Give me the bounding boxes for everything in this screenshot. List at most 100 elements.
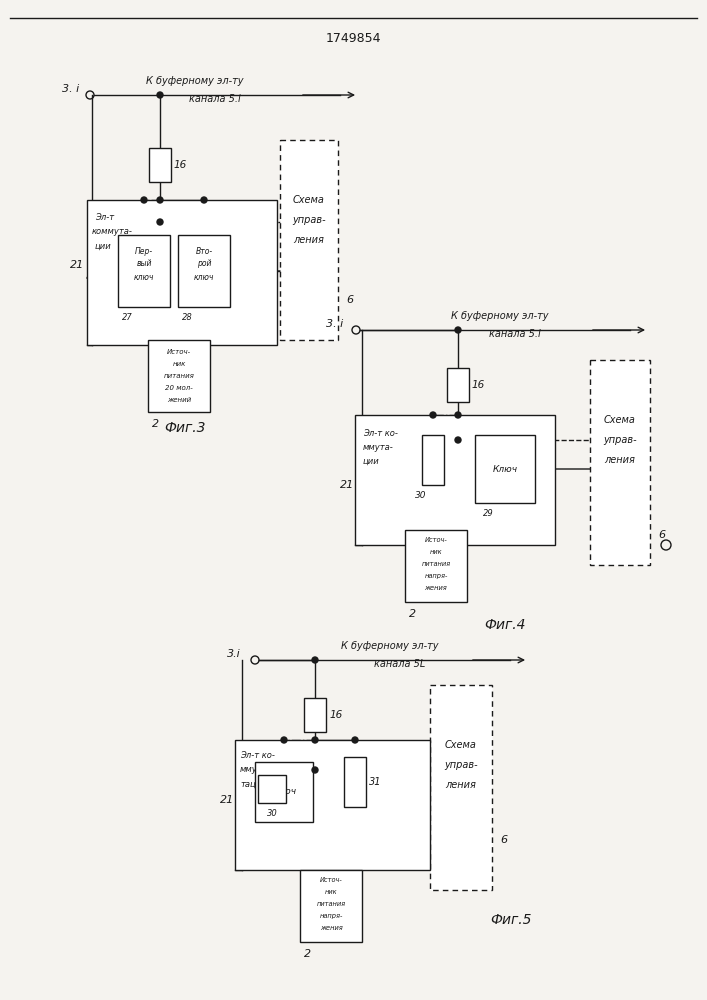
Text: питания: питания <box>317 901 346 907</box>
Bar <box>405 530 467 602</box>
Text: питания: питания <box>163 373 194 379</box>
Text: 2: 2 <box>304 949 311 959</box>
Circle shape <box>430 412 436 418</box>
Text: напря-: напря- <box>424 573 448 579</box>
Text: Ключ: Ключ <box>493 464 518 474</box>
Text: Источ-: Источ- <box>167 349 191 355</box>
Text: Источ-: Источ- <box>425 537 448 543</box>
Text: 31: 31 <box>369 777 382 787</box>
Text: жений: жений <box>167 397 191 403</box>
Text: Схема: Схема <box>293 195 325 205</box>
Text: 30: 30 <box>415 490 426 499</box>
Bar <box>178 235 230 307</box>
Text: ления: ления <box>604 455 636 465</box>
Circle shape <box>157 197 163 203</box>
Text: 3. i: 3. i <box>62 84 79 94</box>
Text: 6: 6 <box>500 835 507 845</box>
Text: 3. i: 3. i <box>326 319 344 329</box>
Text: К буферному эл-ту: К буферному эл-ту <box>341 641 439 651</box>
Text: 21: 21 <box>70 260 84 270</box>
Text: 28: 28 <box>182 312 193 322</box>
Bar <box>235 740 430 870</box>
Text: Фиг.3: Фиг.3 <box>164 421 206 435</box>
Circle shape <box>157 219 163 225</box>
Text: напря-: напря- <box>320 913 343 919</box>
Text: ключ: ключ <box>194 272 214 282</box>
Text: жения: жения <box>425 585 448 591</box>
Circle shape <box>455 327 461 333</box>
Text: Пер-: Пер- <box>135 246 153 255</box>
Text: ления: ления <box>445 780 477 790</box>
Bar <box>255 762 313 822</box>
Text: 20 мол-: 20 мол- <box>165 385 193 391</box>
Bar <box>422 435 444 485</box>
Text: 16: 16 <box>472 380 485 390</box>
Text: Фиг.4: Фиг.4 <box>484 618 526 632</box>
Text: тации: тации <box>240 780 267 788</box>
Text: Эл-т: Эл-т <box>95 214 114 223</box>
Text: 21: 21 <box>340 480 354 490</box>
Text: ник: ник <box>430 549 443 555</box>
Text: управ-: управ- <box>603 435 637 445</box>
Circle shape <box>455 412 461 418</box>
Text: Источ-: Источ- <box>320 877 342 883</box>
Bar <box>430 685 492 890</box>
Text: 3.i: 3.i <box>227 649 241 659</box>
Text: управ-: управ- <box>292 215 326 225</box>
Bar <box>149 148 171 182</box>
Bar <box>87 200 277 345</box>
Bar <box>258 775 286 803</box>
Bar <box>300 870 362 942</box>
Text: питания: питания <box>421 561 450 567</box>
Text: ник: ник <box>173 361 186 367</box>
Text: Эл-т ко-: Эл-т ко- <box>240 752 275 760</box>
Bar <box>447 368 469 402</box>
Text: Фиг.5: Фиг.5 <box>490 913 532 927</box>
Text: 16: 16 <box>174 160 187 170</box>
Text: канала 5.i: канала 5.i <box>189 94 241 104</box>
Text: 2: 2 <box>152 419 159 429</box>
Text: 29: 29 <box>483 508 493 518</box>
Text: Схема: Схема <box>604 415 636 425</box>
Text: Вто-: Вто- <box>195 246 213 255</box>
Text: К буферному эл-ту: К буферному эл-ту <box>451 311 549 321</box>
Bar <box>280 140 338 340</box>
Text: К буферному эл-ту: К буферному эл-ту <box>146 76 244 86</box>
Text: управ-: управ- <box>444 760 478 770</box>
Bar <box>118 235 170 307</box>
Bar <box>355 415 555 545</box>
Text: 6: 6 <box>658 530 665 540</box>
Circle shape <box>141 197 147 203</box>
Text: ммута-: ммута- <box>363 442 394 452</box>
Circle shape <box>157 92 163 98</box>
Circle shape <box>312 657 318 663</box>
Text: Схема: Схема <box>445 740 477 750</box>
Bar <box>148 340 210 412</box>
Text: 30: 30 <box>267 808 277 818</box>
Text: Ключ: Ключ <box>271 788 296 796</box>
Text: 6: 6 <box>346 295 353 305</box>
Bar <box>475 435 535 503</box>
Circle shape <box>455 437 461 443</box>
Text: рой: рой <box>197 258 211 267</box>
Circle shape <box>352 737 358 743</box>
Bar <box>590 360 650 565</box>
Text: 2: 2 <box>409 609 416 619</box>
Circle shape <box>201 197 207 203</box>
Text: ции: ции <box>95 241 112 250</box>
Text: 1749854: 1749854 <box>326 31 381 44</box>
Text: канала 5.l: канала 5.l <box>489 329 541 339</box>
Text: ления: ления <box>293 235 325 245</box>
Text: вый: вый <box>136 258 152 267</box>
Bar <box>344 757 366 807</box>
Circle shape <box>281 737 287 743</box>
Circle shape <box>312 737 318 743</box>
Text: жения: жения <box>320 925 342 931</box>
Text: 21: 21 <box>220 795 234 805</box>
Text: ник: ник <box>325 889 337 895</box>
Text: 16: 16 <box>329 710 342 720</box>
Text: ключ: ключ <box>134 272 154 282</box>
Bar <box>304 698 326 732</box>
Text: Эл-т ко-: Эл-т ко- <box>363 428 398 438</box>
Text: мму-: мму- <box>240 766 261 774</box>
